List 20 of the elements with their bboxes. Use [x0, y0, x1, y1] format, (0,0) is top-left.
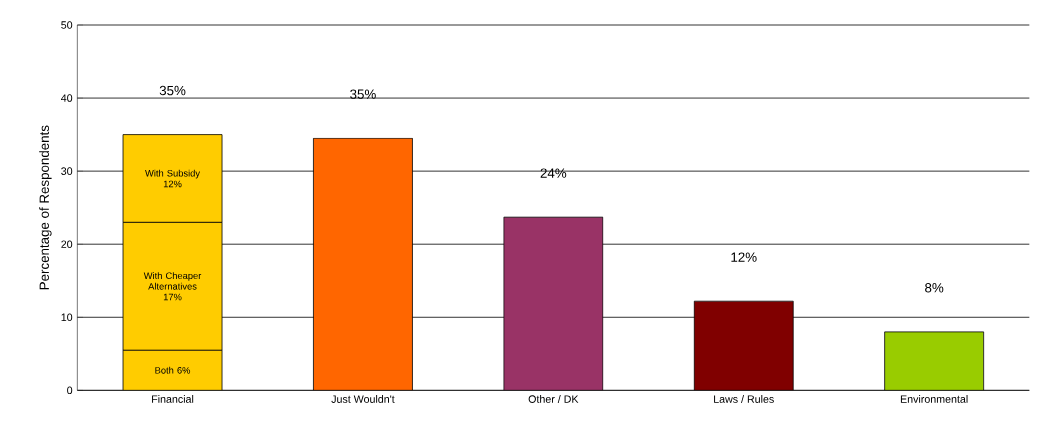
x-tick-label: Laws / Rules [714, 395, 774, 403]
y-tick-label: 20 [61, 240, 73, 248]
y-tick-label: 30 [61, 167, 73, 175]
total-label: 35% [159, 85, 186, 96]
data-label: Both 6% [155, 366, 191, 374]
y-tick-label: 10 [61, 313, 73, 322]
x-tick-label: Environmental [900, 395, 968, 403]
total-label: 35% [350, 89, 376, 99]
x-tick-label: Just Wouldn't [331, 395, 395, 403]
y-axis-title: Percentage of Respondents [39, 125, 52, 290]
total-label: 24% [540, 168, 567, 178]
data-label: With Subsidy 12% [145, 169, 200, 188]
x-tick-label: Financial [152, 395, 194, 403]
total-label: 12% [731, 252, 757, 262]
y-tick-label: 0 [67, 386, 73, 395]
x-tick-label: Other / DK [528, 395, 579, 403]
y-tick-label: 40 [61, 94, 73, 102]
total-label: 8% [925, 283, 944, 293]
y-tick-label: 50 [61, 21, 73, 29]
data-label: With Cheaper Alternatives 17% [143, 272, 202, 301]
